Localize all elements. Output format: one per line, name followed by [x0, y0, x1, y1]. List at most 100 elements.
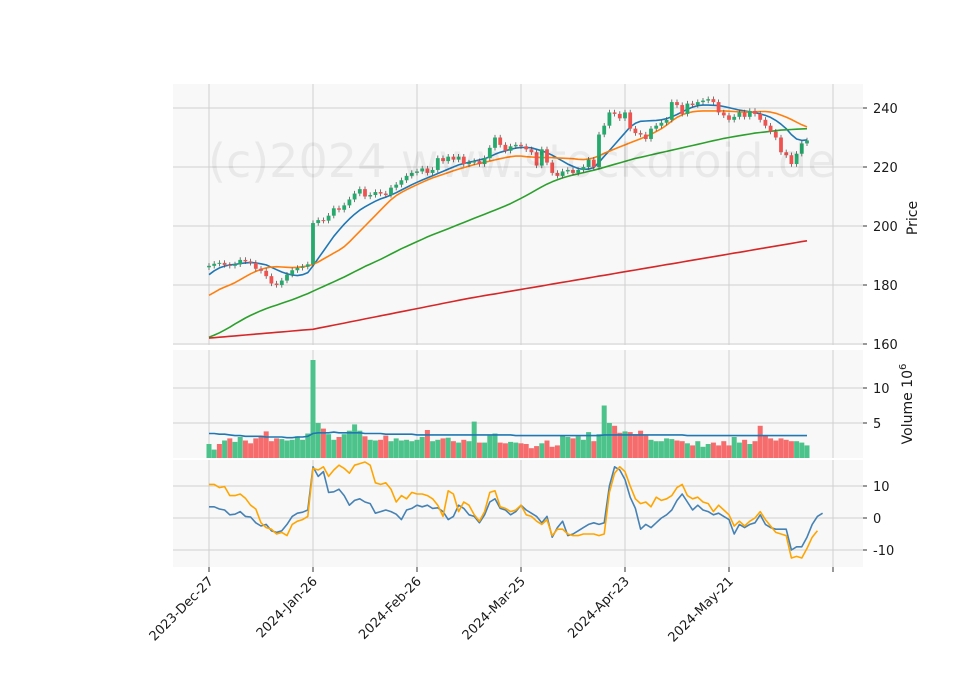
- volume-bar: [726, 445, 732, 458]
- volume-bar: [346, 430, 352, 458]
- candle-body: [763, 119, 768, 126]
- volume-bar: [424, 430, 430, 458]
- volume-bar: [461, 439, 467, 458]
- candle-body: [597, 134, 601, 167]
- volume-bar: [601, 405, 607, 458]
- volume-bar: [653, 441, 659, 458]
- moving-average-line: [208, 240, 808, 339]
- volume-bar: [315, 423, 321, 458]
- volume-bar: [492, 433, 498, 458]
- candle-body: [264, 270, 269, 277]
- candle-body: [690, 103, 695, 106]
- volume-bar: [549, 446, 555, 458]
- volume-bar: [216, 444, 222, 458]
- candle-body: [446, 156, 451, 162]
- candle-body: [368, 195, 373, 197]
- volume-bar: [695, 441, 701, 458]
- volume-bar: [731, 437, 737, 458]
- candle-body: [383, 193, 388, 196]
- volume-bar: [450, 441, 456, 458]
- watermark: (c)2024 www.stockdroid.de: [208, 134, 836, 188]
- volume-bar: [648, 439, 654, 458]
- volume-bar: [757, 425, 763, 458]
- candle-body: [628, 112, 633, 129]
- candle-body: [773, 131, 778, 138]
- volume-bar: [570, 438, 576, 458]
- volume-bar: [305, 433, 311, 458]
- candle-body: [768, 125, 773, 132]
- volume-bar: [310, 360, 316, 458]
- candle-body: [352, 193, 357, 200]
- candle-body: [586, 159, 591, 167]
- volume-bar: [612, 425, 618, 458]
- candle-body: [706, 99, 711, 101]
- volume-bar: [752, 441, 758, 458]
- volume-background: [173, 350, 863, 458]
- volume-bar: [206, 444, 212, 458]
- candle-body: [326, 215, 331, 221]
- candle-body: [602, 125, 607, 135]
- candle-body: [222, 262, 227, 265]
- candle-body: [534, 152, 539, 166]
- x-axis-tick-label: 2024-May-21: [666, 574, 737, 645]
- volume-bar: [274, 438, 280, 458]
- volume-bar: [352, 424, 358, 458]
- volume-bar: [783, 439, 789, 458]
- volume-bar: [404, 439, 410, 458]
- candle-body: [503, 144, 508, 151]
- candle-body: [675, 102, 679, 106]
- candle-body: [331, 208, 336, 216]
- volume-bar: [674, 440, 680, 458]
- x-axis-tick-label: 2024-Feb-26: [356, 574, 425, 643]
- candle-body: [779, 137, 783, 153]
- candle-body: [513, 144, 518, 147]
- candle-body: [539, 149, 544, 166]
- volume-bar: [258, 435, 264, 458]
- candle-body: [227, 264, 232, 266]
- candle-body: [794, 153, 799, 165]
- volume-bar: [487, 435, 493, 458]
- volume-bar: [684, 443, 690, 458]
- candle-body: [207, 265, 211, 268]
- candle-body: [581, 167, 586, 170]
- candle-body: [565, 169, 570, 172]
- volume-bar: [232, 441, 238, 458]
- volume-bar: [471, 421, 477, 458]
- candle-body: [305, 264, 310, 267]
- volume-bar: [211, 449, 217, 458]
- volume-bar: [237, 437, 243, 458]
- candle-body: [680, 105, 685, 114]
- price-axis-tick-label: 220: [873, 161, 898, 176]
- candle-body: [737, 112, 742, 117]
- price-axis-tick-label: 240: [873, 102, 898, 117]
- candle-body: [685, 103, 690, 114]
- candle-body: [498, 137, 503, 145]
- candle-body: [217, 262, 222, 264]
- candle-body: [643, 134, 648, 139]
- volume-bar: [289, 439, 295, 458]
- volume-bar: [794, 441, 800, 458]
- candle-body: [415, 171, 419, 173]
- volume-bar: [788, 441, 794, 458]
- volume-bar: [222, 440, 228, 458]
- volume-bar: [268, 441, 274, 458]
- volume-bar: [414, 439, 420, 458]
- candle-body: [316, 220, 321, 224]
- candle-body: [399, 180, 404, 185]
- candle-body: [654, 125, 659, 129]
- oscillator-line: [209, 461, 819, 559]
- candle-body: [701, 100, 705, 103]
- candle-body: [378, 192, 383, 194]
- volume-bar: [643, 435, 649, 458]
- volume-bar: [669, 439, 675, 458]
- x-axis-tick-label: 2024-Mar-25: [460, 574, 529, 643]
- x-axis-tick-label: 2024-Jan-26: [254, 574, 321, 641]
- volume-bar: [367, 439, 373, 458]
- candle-body: [727, 115, 731, 120]
- moving-average-line: [208, 127, 808, 338]
- volume-bar: [445, 437, 451, 458]
- volume-bar: [596, 434, 602, 458]
- volume-average-line: [209, 431, 807, 439]
- price-axis-tick-label: 180: [873, 279, 898, 294]
